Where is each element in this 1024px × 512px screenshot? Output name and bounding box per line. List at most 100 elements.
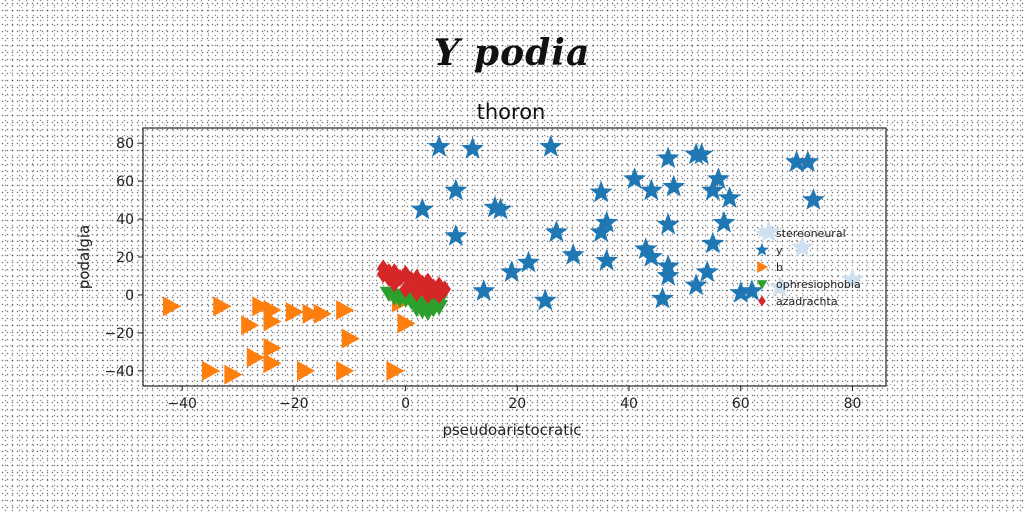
- data-point-b: [263, 338, 282, 359]
- data-point-b: [336, 360, 355, 381]
- x-tick: 0: [401, 386, 410, 412]
- series-stereoneural: [757, 220, 864, 298]
- data-point-b: [313, 303, 332, 324]
- data-point-y: [561, 243, 585, 265]
- legend-marker: [756, 280, 768, 290]
- x-tick-label: 0: [401, 396, 410, 412]
- y-tick-label: 80: [116, 136, 134, 152]
- data-point-ophresiophobia: [407, 301, 426, 318]
- data-point-y: [640, 245, 663, 267]
- legend-label: ophresiophobia: [776, 278, 861, 291]
- data-point-b: [397, 313, 416, 334]
- data-point-y: [785, 150, 808, 172]
- y-tick: 40: [116, 212, 143, 228]
- data-point-y: [500, 260, 524, 282]
- x-tick: −20: [279, 386, 309, 412]
- data-point-stereoneural: [768, 275, 792, 298]
- data-point-y: [707, 167, 730, 189]
- data-point-stereoneural: [790, 235, 814, 258]
- legend-item: stereoneural: [755, 225, 846, 240]
- data-point-b: [341, 328, 360, 349]
- data-point-y: [461, 136, 484, 159]
- data-point-b: [213, 296, 232, 317]
- legend: stereoneural yb ophresiophobia azadrachta: [755, 225, 861, 308]
- y-tick: −40: [104, 364, 143, 380]
- data-point-y: [740, 279, 764, 301]
- legend-item: y: [755, 242, 783, 257]
- x-tick-label: 80: [844, 396, 862, 412]
- plot-frame: [142, 127, 887, 387]
- x-tick-label: −40: [167, 396, 197, 412]
- series-azadrachta: [376, 259, 451, 304]
- x-tick: 20: [508, 386, 526, 412]
- y-tick: −20: [104, 326, 143, 342]
- data-point-y: [796, 150, 820, 172]
- data-point-y: [595, 248, 619, 271]
- chart-title: thoron: [477, 100, 546, 124]
- series-y: [410, 135, 825, 311]
- data-point-y: [718, 186, 741, 208]
- data-point-b: [252, 296, 271, 317]
- data-point-y: [427, 135, 451, 157]
- data-point-azadrachta: [410, 272, 424, 291]
- data-point-y: [517, 250, 540, 273]
- x-tick: 80: [844, 386, 862, 412]
- x-tick-label: 60: [732, 396, 750, 412]
- data-point-stereoneural: [757, 220, 781, 242]
- figure-suptitle: Y podia: [433, 32, 591, 74]
- series-b: [162, 292, 416, 385]
- legend-label: y: [776, 244, 783, 257]
- y-tick-label: 60: [116, 174, 134, 190]
- data-point-y: [623, 167, 646, 189]
- data-point-b: [202, 360, 221, 381]
- data-point-b: [224, 364, 243, 385]
- data-point-y: [656, 146, 680, 169]
- data-point-y: [444, 178, 468, 201]
- data-point-b: [297, 360, 316, 381]
- data-point-azadrachta: [382, 263, 396, 282]
- y-tick-label: 20: [116, 250, 134, 266]
- data-point-b: [336, 300, 355, 321]
- data-point-b: [263, 311, 282, 332]
- y-tick-label: 0: [125, 288, 134, 304]
- y-tick: 0: [125, 288, 143, 304]
- data-point-y: [472, 279, 496, 301]
- data-point-y: [729, 281, 753, 303]
- data-point-y: [662, 174, 686, 197]
- legend-marker: [755, 242, 769, 256]
- x-tick-label: 40: [620, 396, 638, 412]
- data-point-y: [695, 260, 719, 282]
- y-tick: 20: [116, 250, 143, 266]
- y-tick: 60: [116, 174, 143, 190]
- data-point-stereoneural: [841, 267, 864, 290]
- data-point-y: [533, 288, 557, 311]
- x-tick-label: −20: [279, 396, 309, 412]
- data-point-azadrachta: [399, 280, 412, 299]
- data-point-b: [302, 303, 321, 324]
- data-point-b: [246, 347, 265, 368]
- legend-item: b: [757, 261, 783, 274]
- data-point-y: [489, 197, 512, 220]
- legend-label: azadrachta: [776, 295, 838, 308]
- data-point-y: [684, 273, 708, 296]
- data-point-y: [545, 220, 568, 242]
- legend-marker: [755, 225, 769, 239]
- data-point-y: [640, 178, 663, 201]
- plot-group: −40 −20 0 20 40 60 80 −40 −20 0 20 40 60 80: [104, 127, 887, 412]
- data-point-y: [701, 231, 725, 254]
- legend-marker: [758, 295, 766, 307]
- data-point-y: [539, 135, 563, 157]
- data-point-b: [285, 302, 304, 323]
- x-tick: −40: [167, 386, 197, 412]
- data-point-y: [802, 188, 825, 210]
- data-point-azadrachta: [399, 266, 412, 285]
- data-point-y: [595, 210, 619, 233]
- data-point-y: [410, 197, 434, 220]
- legend-marker: [757, 261, 768, 273]
- y-tick-label: −40: [104, 364, 134, 380]
- data-point-y: [589, 220, 613, 242]
- data-point-y: [444, 224, 468, 246]
- data-point-y: [634, 237, 658, 260]
- data-point-b: [162, 296, 181, 317]
